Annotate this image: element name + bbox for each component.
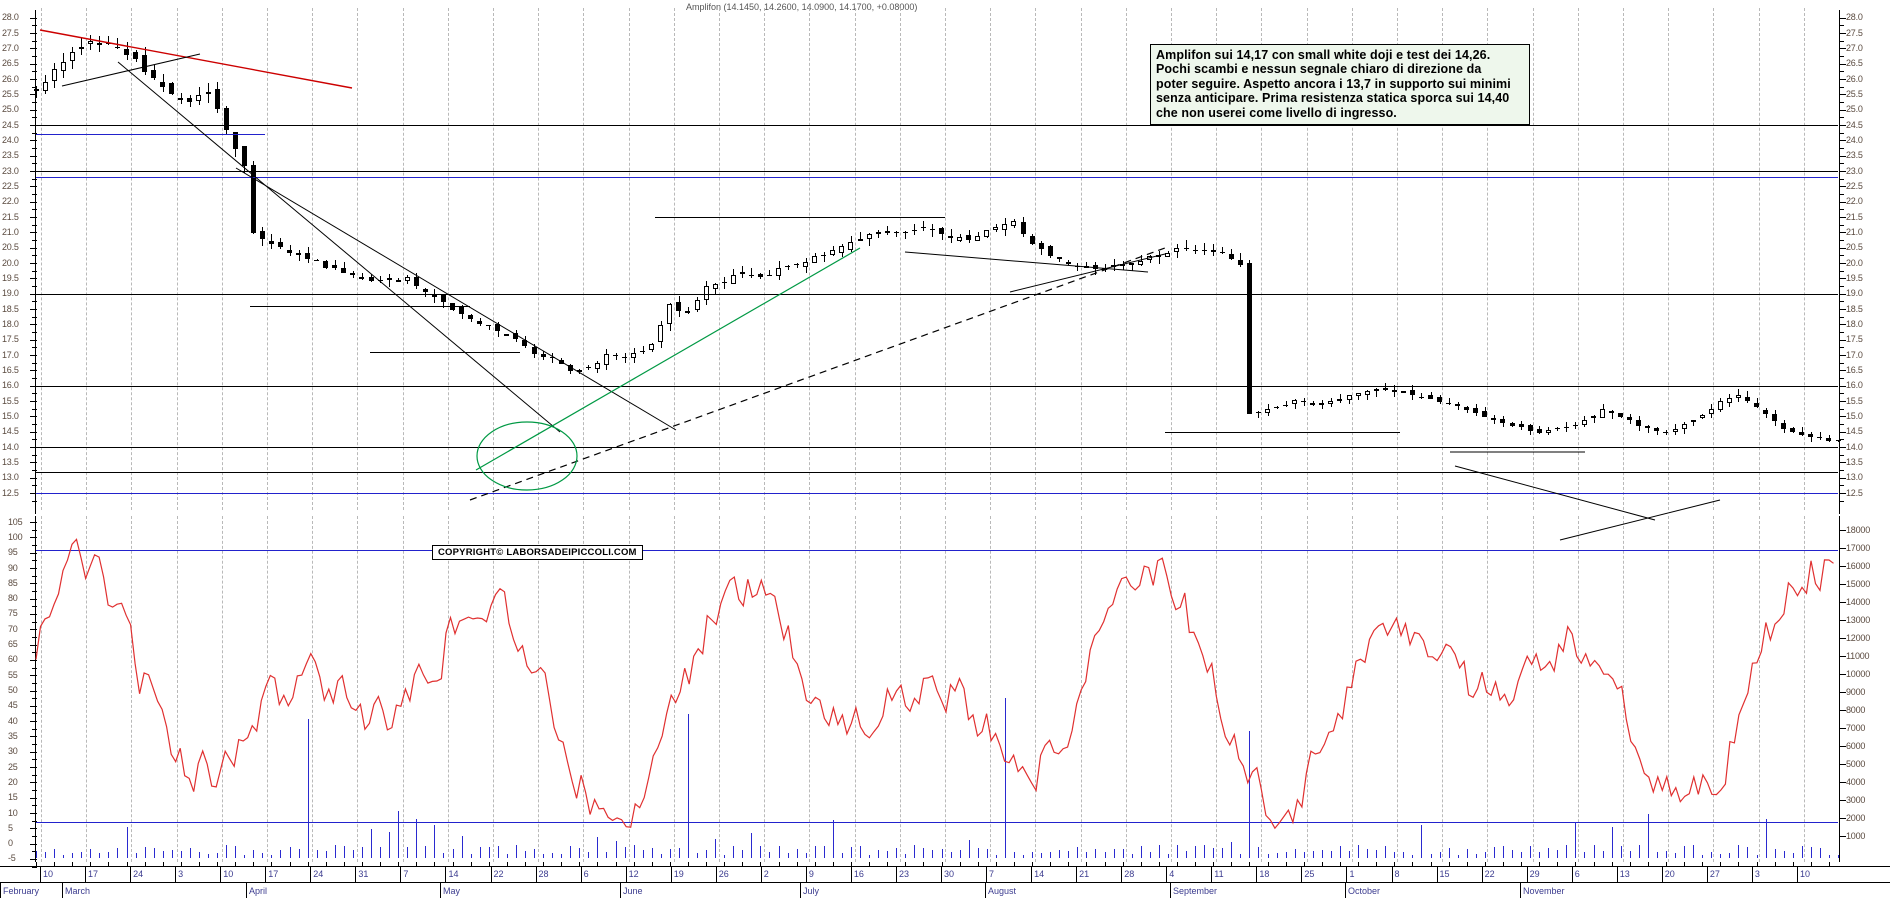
chart-title: Amplifon (14.1450, 14.2600, 14.0900, 14.… [686, 2, 918, 12]
trendline-secondary-downtrend [235, 167, 677, 431]
trendline-rising-green [475, 247, 861, 471]
annotation-line-5: che non userei come livello di ingresso. [1156, 105, 1397, 120]
annotation-line-3: poter seguire. Aspetto ancora i 13,7 in … [1156, 76, 1511, 91]
trendline-major-downtrend [117, 61, 561, 433]
trendline-wedge-upper [904, 251, 1149, 273]
annotation-line-2: Pochi scambi e nessun segnale chiaro di … [1156, 62, 1482, 77]
double-bottom-ellipse [476, 421, 578, 491]
annotation-line-1: Amplifon sui 14,17 con small white doji … [1156, 48, 1491, 62]
trendline-ascending-right [1559, 499, 1721, 541]
annotation-note: Amplifon sui 14,17 con small white doji … [1150, 44, 1530, 126]
annotation-line-4: senza anticipare. Prima resistenza stati… [1156, 91, 1510, 106]
trendline-long-rising-dashed [469, 247, 1166, 501]
trendline-resistance-red [39, 29, 353, 89]
trendline-wedge-lower [1009, 253, 1166, 293]
copyright-stamp: COPYRIGHT© LABORSADEIPICCOLI.COM [432, 545, 643, 560]
trendline-early-highs [61, 53, 201, 87]
trendline-descending-right [1454, 465, 1656, 521]
